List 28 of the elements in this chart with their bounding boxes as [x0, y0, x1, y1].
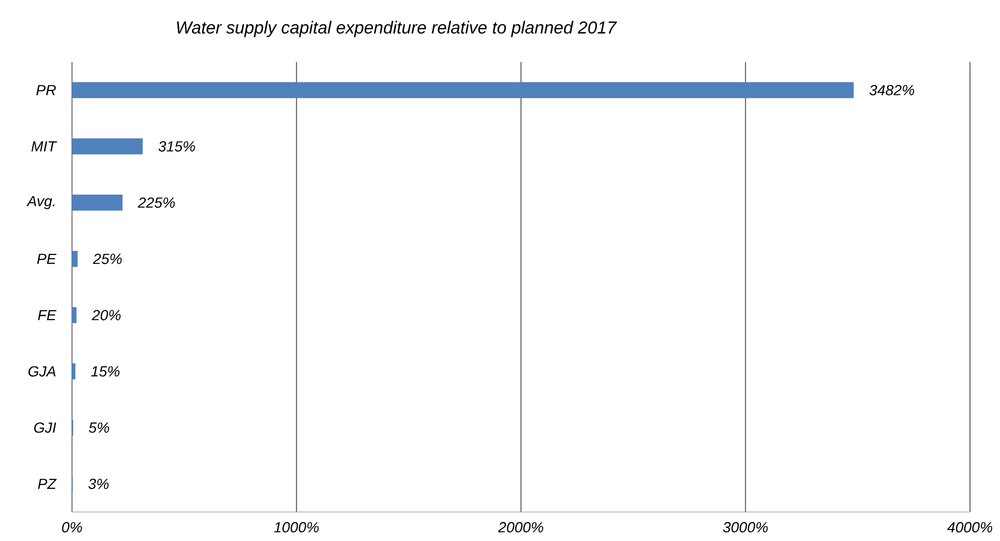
bar [72, 363, 76, 380]
data-label: 20% [92, 310, 121, 320]
data-label: 225% [138, 197, 175, 208]
y-tick-label: GJI [34, 422, 56, 433]
bar [72, 250, 78, 267]
x-tick-label: 0% [62, 522, 82, 532]
data-label: 3482% [869, 84, 914, 96]
data-label: 315% [158, 141, 195, 152]
bar [72, 82, 854, 98]
y-tick-label: GJA [28, 366, 56, 377]
x-tick-label: 3000% [723, 522, 768, 532]
x-tick-label: 2000% [498, 522, 544, 532]
bar [72, 138, 143, 154]
data-label: 5% [88, 422, 110, 433]
y-tick-label: PE [37, 254, 56, 264]
bar [72, 307, 76, 324]
bar [72, 194, 123, 211]
y-tick-label: PR [36, 85, 56, 96]
x-tick-label: 4000% [947, 522, 992, 532]
y-tick-label: Avg. [26, 196, 54, 210]
x-tick-label: 1000% [274, 522, 319, 532]
data-label: 15% [91, 366, 120, 377]
data-label: 25% [92, 254, 122, 264]
chart-title: Water supply capital expenditure relative to planned 2017 [177, 20, 617, 38]
y-tick-label: FE [38, 310, 56, 320]
y-tick-label: PZ [38, 478, 57, 489]
y-tick-label: MIT [31, 141, 58, 152]
data-label: 3% [88, 478, 109, 490]
